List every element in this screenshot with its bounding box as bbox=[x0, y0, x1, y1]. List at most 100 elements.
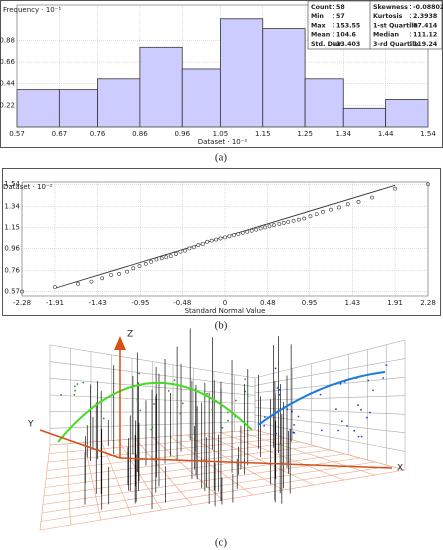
dot bbox=[73, 385, 76, 388]
point bbox=[205, 239, 210, 244]
stat-label: Kurtosis bbox=[373, 13, 403, 20]
x-tick-label: 0.57 bbox=[9, 130, 25, 138]
dot bbox=[340, 420, 343, 423]
point bbox=[356, 200, 361, 204]
point bbox=[272, 223, 276, 228]
point bbox=[393, 186, 397, 191]
stat-label: Max bbox=[311, 22, 326, 29]
dot bbox=[102, 417, 105, 420]
wall-grid bbox=[254, 358, 406, 386]
dot bbox=[337, 429, 339, 432]
x-tick-label: 1.91 bbox=[387, 299, 403, 307]
floor-grid bbox=[47, 437, 286, 463]
point bbox=[236, 232, 241, 236]
colon-dot bbox=[410, 5, 411, 6]
dot bbox=[139, 409, 142, 412]
point bbox=[187, 246, 192, 251]
colon-dot bbox=[333, 35, 334, 37]
point bbox=[89, 279, 94, 284]
dot bbox=[297, 415, 300, 418]
colon-dot bbox=[333, 32, 334, 34]
point bbox=[240, 231, 245, 235]
point bbox=[131, 266, 136, 271]
dot bbox=[274, 367, 277, 370]
x-tick-label: -2.28 bbox=[13, 299, 31, 307]
dot bbox=[289, 435, 292, 437]
point bbox=[227, 234, 232, 239]
point bbox=[125, 269, 129, 274]
colon-dot bbox=[410, 26, 411, 28]
point bbox=[232, 233, 236, 238]
dot bbox=[73, 393, 76, 396]
colon-dot bbox=[410, 14, 411, 16]
dot bbox=[234, 399, 237, 402]
stat-value: 153.55 bbox=[336, 22, 360, 29]
axis-label: Z bbox=[127, 330, 133, 340]
colon-dot bbox=[410, 23, 411, 25]
x-tick-label: -0.48 bbox=[173, 299, 191, 307]
point bbox=[267, 224, 272, 229]
dot bbox=[291, 410, 294, 413]
point bbox=[314, 212, 319, 216]
x-tick-label: 1.15 bbox=[255, 130, 271, 138]
dot bbox=[385, 364, 388, 366]
stat-value: 119.24 bbox=[413, 41, 438, 48]
x-tick-label: -1.91 bbox=[46, 299, 64, 307]
point bbox=[258, 226, 263, 231]
x-tick-label: 0.95 bbox=[302, 299, 318, 307]
colon-dot bbox=[410, 8, 411, 9]
point bbox=[321, 209, 325, 214]
point bbox=[149, 259, 154, 264]
stat-value: 87.414 bbox=[413, 22, 438, 29]
point bbox=[191, 245, 196, 250]
stat-label: 3-rd Quartile bbox=[373, 41, 419, 48]
y-tick-label: 0.57 bbox=[4, 288, 20, 296]
colon-dot bbox=[333, 14, 334, 16]
dot bbox=[244, 378, 247, 381]
point bbox=[223, 235, 227, 240]
floor-grid bbox=[44, 449, 331, 488]
stat-label: Skewness bbox=[373, 4, 408, 11]
point bbox=[302, 216, 307, 221]
floor-grid bbox=[40, 465, 391, 522]
colon-dot bbox=[410, 35, 411, 37]
dot bbox=[179, 412, 182, 415]
dot bbox=[293, 423, 296, 426]
x-tick-label: 0 bbox=[223, 299, 227, 307]
colon-dot bbox=[333, 41, 334, 43]
dot bbox=[196, 409, 199, 411]
point bbox=[209, 238, 214, 243]
y-tick-label: 1.34 bbox=[4, 202, 20, 210]
dot bbox=[60, 393, 63, 396]
point bbox=[178, 249, 183, 254]
bar bbox=[58, 89, 98, 128]
point bbox=[109, 273, 113, 277]
x-tick-label: 1.43 bbox=[345, 299, 361, 307]
point bbox=[137, 264, 142, 269]
x-tick-label: 1.34 bbox=[335, 130, 351, 138]
y-tick-label: 0.44 bbox=[0, 80, 16, 88]
dot bbox=[244, 390, 247, 393]
colon-dot bbox=[333, 17, 334, 19]
axis-label: X bbox=[397, 464, 403, 474]
bar bbox=[342, 107, 387, 128]
colon-dot bbox=[333, 23, 334, 25]
dot bbox=[360, 435, 363, 438]
x-tick-label: 1.44 bbox=[378, 130, 394, 138]
point bbox=[100, 276, 105, 281]
stat-label: 1-st Quartile bbox=[373, 22, 418, 29]
dot bbox=[76, 383, 79, 385]
floor-grid bbox=[39, 469, 406, 531]
bar bbox=[219, 18, 264, 128]
dot bbox=[278, 388, 281, 391]
dot bbox=[293, 432, 296, 434]
dot bbox=[138, 372, 141, 375]
x-axis bbox=[119, 457, 393, 469]
colon-dot bbox=[410, 44, 411, 46]
y-tick-label: 1.15 bbox=[4, 223, 20, 231]
point bbox=[76, 281, 80, 286]
point bbox=[329, 207, 333, 212]
bar bbox=[385, 99, 429, 128]
point bbox=[214, 237, 218, 242]
point bbox=[154, 257, 159, 262]
